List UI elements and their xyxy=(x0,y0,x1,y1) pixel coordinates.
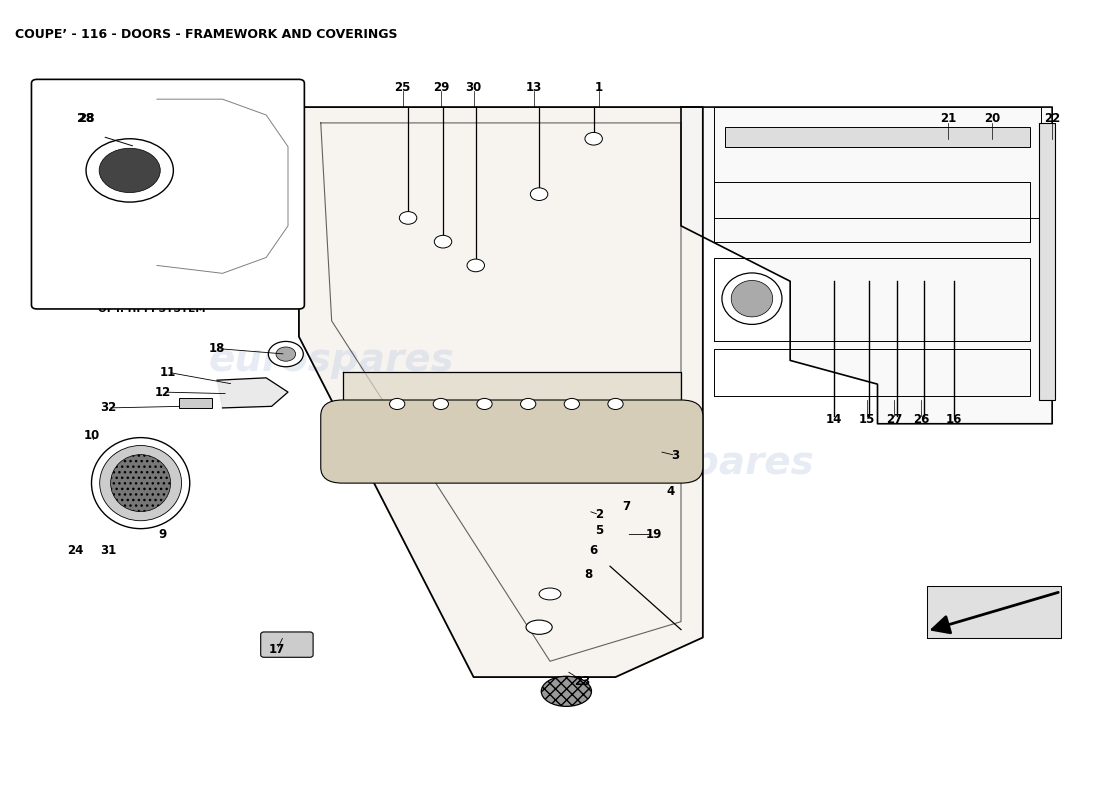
Text: 24: 24 xyxy=(67,544,84,557)
Text: 12: 12 xyxy=(154,386,170,398)
Ellipse shape xyxy=(541,676,592,706)
Ellipse shape xyxy=(100,446,182,521)
Text: 6: 6 xyxy=(590,544,597,557)
Polygon shape xyxy=(217,378,288,408)
Text: COUPE’ - 116 - DOORS - FRAMEWORK AND COVERINGS: COUPE’ - 116 - DOORS - FRAMEWORK AND COV… xyxy=(15,28,397,41)
Circle shape xyxy=(564,398,580,410)
Text: 4: 4 xyxy=(666,485,674,498)
Circle shape xyxy=(389,398,405,410)
Text: OPT. HI FI SYSTEM: OPT. HI FI SYSTEM xyxy=(98,304,206,314)
Polygon shape xyxy=(926,586,1060,638)
Text: 15: 15 xyxy=(858,414,874,426)
Text: 21: 21 xyxy=(940,113,957,126)
Bar xyxy=(179,398,211,408)
Text: 29: 29 xyxy=(432,81,449,94)
FancyBboxPatch shape xyxy=(261,632,314,658)
Circle shape xyxy=(276,347,296,362)
Polygon shape xyxy=(299,107,703,677)
FancyBboxPatch shape xyxy=(321,400,703,483)
Circle shape xyxy=(268,342,304,366)
Ellipse shape xyxy=(91,438,189,529)
Circle shape xyxy=(477,398,492,410)
Text: 7: 7 xyxy=(623,500,630,514)
Circle shape xyxy=(86,138,174,202)
Polygon shape xyxy=(681,107,1053,424)
Text: 16: 16 xyxy=(946,414,962,426)
Text: 2: 2 xyxy=(595,508,603,522)
Text: 32: 32 xyxy=(100,402,116,414)
Circle shape xyxy=(434,235,452,248)
Text: 23: 23 xyxy=(574,674,591,687)
Text: 28: 28 xyxy=(77,113,95,126)
Text: 25: 25 xyxy=(395,81,410,94)
Text: 10: 10 xyxy=(84,429,100,442)
Circle shape xyxy=(433,398,449,410)
Text: 5: 5 xyxy=(595,524,603,537)
Circle shape xyxy=(468,259,484,272)
Text: 18: 18 xyxy=(209,342,226,355)
Text: 20: 20 xyxy=(984,113,1000,126)
Text: 14: 14 xyxy=(826,414,842,426)
Text: 30: 30 xyxy=(465,81,482,94)
Text: 28: 28 xyxy=(78,113,95,126)
Circle shape xyxy=(530,188,548,201)
Polygon shape xyxy=(342,372,681,463)
Text: 31: 31 xyxy=(100,544,116,557)
Text: 8: 8 xyxy=(584,568,592,581)
Text: 9: 9 xyxy=(158,528,166,541)
Circle shape xyxy=(99,148,161,193)
Circle shape xyxy=(608,398,623,410)
Text: 3: 3 xyxy=(671,449,680,462)
Bar xyxy=(1040,123,1055,400)
Text: 19: 19 xyxy=(646,528,662,541)
Ellipse shape xyxy=(539,588,561,600)
Text: 13: 13 xyxy=(526,81,541,94)
Ellipse shape xyxy=(111,454,170,512)
Text: 17: 17 xyxy=(270,643,285,656)
Text: OPT. IMPIANTO HI FI: OPT. IMPIANTO HI FI xyxy=(92,286,211,297)
Ellipse shape xyxy=(732,281,772,317)
Bar xyxy=(725,127,1031,146)
Text: 11: 11 xyxy=(160,366,176,378)
Circle shape xyxy=(585,133,603,145)
Ellipse shape xyxy=(526,620,552,634)
Text: eurospares: eurospares xyxy=(569,444,815,482)
Text: 22: 22 xyxy=(1044,113,1060,126)
Text: 1: 1 xyxy=(595,81,603,94)
Circle shape xyxy=(399,211,417,224)
FancyBboxPatch shape xyxy=(32,79,305,309)
Text: 26: 26 xyxy=(913,414,930,426)
Text: 27: 27 xyxy=(886,414,902,426)
Text: eurospares: eurospares xyxy=(209,342,454,379)
Ellipse shape xyxy=(722,273,782,324)
Circle shape xyxy=(520,398,536,410)
